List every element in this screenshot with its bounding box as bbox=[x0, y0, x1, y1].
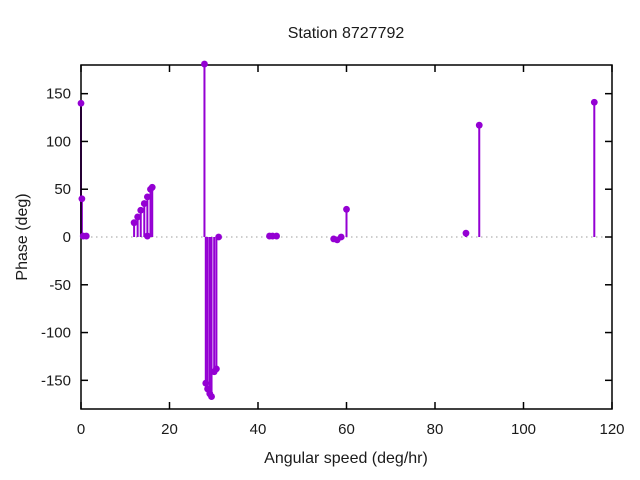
data-point bbox=[202, 379, 210, 387]
plot-area: 0 20 40 60 80 100 120 -150 -100 -50 0 50 100 150 bbox=[41, 60, 625, 438]
data-point bbox=[134, 213, 142, 221]
x-tick-label: 80 bbox=[427, 421, 444, 438]
x-tick-label: 0 bbox=[77, 421, 85, 438]
data-point bbox=[213, 365, 220, 373]
data-point bbox=[143, 232, 151, 240]
chart-title: Station 8727792 bbox=[288, 25, 405, 42]
data-point bbox=[208, 393, 215, 400]
data-point bbox=[343, 205, 350, 213]
y-tick-label: 50 bbox=[54, 181, 71, 198]
data-point bbox=[137, 206, 145, 214]
data-point bbox=[77, 99, 85, 107]
x-tick-label: 20 bbox=[161, 421, 178, 438]
y-tick-label: -150 bbox=[41, 372, 71, 389]
data-point bbox=[475, 121, 483, 129]
data-point bbox=[130, 219, 138, 227]
data-point bbox=[215, 233, 223, 241]
data-point bbox=[148, 183, 156, 191]
data-point bbox=[462, 229, 470, 237]
data-point bbox=[140, 200, 148, 207]
y-tick-label: 100 bbox=[46, 133, 71, 150]
data-point bbox=[337, 233, 345, 241]
data-point bbox=[78, 195, 86, 203]
x-axis-label: Angular speed (deg/hr) bbox=[264, 450, 428, 467]
x-tick-label: 100 bbox=[511, 421, 536, 438]
y-axis-label: Phase (deg) bbox=[14, 193, 31, 280]
x-tick-label: 40 bbox=[250, 421, 267, 438]
y-tick-label: -50 bbox=[49, 277, 71, 294]
x-tick-label: 120 bbox=[599, 421, 624, 438]
data-point bbox=[273, 232, 280, 240]
data-point bbox=[201, 60, 208, 68]
data-point bbox=[82, 232, 90, 240]
y-tick-label: 150 bbox=[46, 86, 71, 103]
data-point bbox=[590, 98, 598, 106]
data-point bbox=[143, 193, 151, 201]
y-tick-label: -100 bbox=[41, 325, 71, 342]
x-tick-label: 60 bbox=[338, 421, 355, 438]
y-tick-label: 0 bbox=[63, 229, 71, 246]
